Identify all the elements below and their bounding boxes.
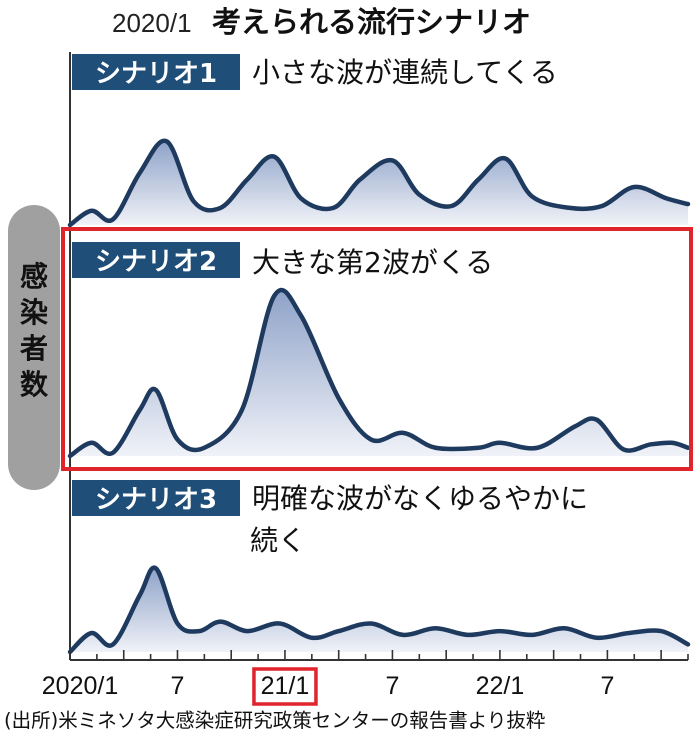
- scenario-3-area: [70, 567, 688, 652]
- scenario-3-subtitle: 続く: [250, 524, 306, 557]
- y-axis-label-char: 感: [20, 260, 48, 293]
- scenario-2-area: [70, 290, 688, 456]
- y-axis-label-bg: [8, 205, 60, 490]
- scenario-panel-1: シナリオ1 小さな波が連続してくる: [67, 54, 691, 228]
- x-tick-label: 7: [171, 672, 185, 700]
- y-axis-label-char: 者: [20, 332, 48, 365]
- x-tick-label: 21/1: [261, 672, 310, 700]
- header-date: 2020/1: [112, 8, 192, 38]
- x-axis-ticks: [69, 650, 689, 660]
- scenario-2-line: [67, 287, 691, 459]
- x-tick-label: 2020/1: [42, 672, 118, 700]
- scenario-3-badge-label: シナリオ3: [95, 485, 217, 515]
- scenario-3-badge: [72, 480, 240, 516]
- scenario-1-line: [67, 138, 691, 228]
- scenario-3-subtitle: 明確な波がなくゆるやかに: [252, 482, 588, 515]
- x-axis-tick-labels: 2020/1 7 21/1 7 22/1 7: [42, 667, 614, 706]
- y-axis-label-char: 染: [20, 296, 48, 329]
- scenario-1-badge: [72, 54, 240, 90]
- chart-title: 考えられる流行シナリオ: [212, 5, 531, 39]
- x-tick-label: 7: [600, 672, 614, 700]
- highlight-frame: [61, 227, 693, 471]
- scenario-2-badge-label: シナリオ2: [95, 247, 217, 277]
- source-note: (出所)米ミネソタ大感染症研究政策センターの報告書より抜粋: [4, 709, 545, 732]
- scenario-panel-2: シナリオ2 大きな第2波がくる: [61, 227, 693, 471]
- scenario-1-badge-label: シナリオ1: [95, 59, 217, 89]
- scenario-2-subtitle: 大きな第2波がくる: [252, 246, 493, 279]
- scenario-3-line: [67, 565, 691, 655]
- scenario-2-badge: [72, 242, 240, 278]
- scenario-1-subtitle: 小さな波が連続してくる: [252, 56, 558, 89]
- y-axis-label-char: 数: [20, 368, 49, 401]
- scenario-1-area: [70, 140, 688, 225]
- x-tick-label: 22/1: [476, 672, 525, 700]
- x-tick-highlight: [252, 667, 318, 706]
- x-tick-label: 7: [385, 672, 399, 700]
